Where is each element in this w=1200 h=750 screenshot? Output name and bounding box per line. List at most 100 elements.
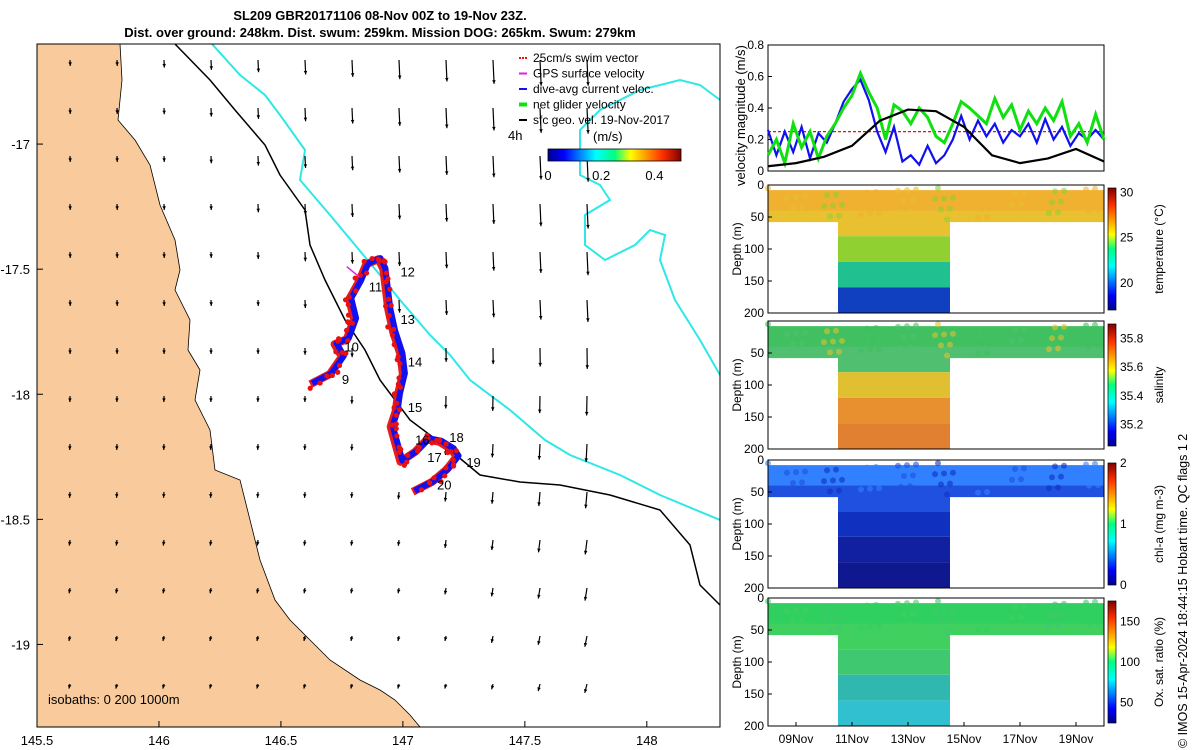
section-texture-dot	[904, 600, 910, 607]
geo-arrow-head	[350, 494, 354, 498]
section-texture-dot	[935, 598, 941, 605]
section-texture-dot	[978, 616, 984, 623]
section-texture-dot	[858, 486, 864, 493]
section-texture-dot	[864, 464, 870, 471]
section-texture-dot	[802, 468, 808, 475]
geo-arrow-head	[256, 398, 260, 402]
geo-arrow-head	[350, 446, 354, 451]
geostrophic-velocity-arrows	[68, 59, 590, 694]
swim-vector-dot	[333, 349, 339, 355]
chart-title: SL209 GBR20171106 08-Nov 00Z to 19-Nov 2…	[233, 8, 527, 23]
geo-arrow-head	[397, 168, 402, 173]
geo-arrow-head	[303, 164, 308, 168]
swim-vector-dot	[437, 437, 443, 444]
section-texture-dot	[947, 480, 953, 487]
geo-arrow-head	[586, 82, 590, 86]
geo-arrow-head	[162, 206, 166, 210]
swim-vector-dot	[345, 319, 351, 325]
geo-arrow-head	[444, 358, 448, 362]
section-texture-dot	[935, 185, 941, 192]
section-ytick-label: 50	[751, 346, 765, 360]
section-texture-dot	[858, 347, 864, 354]
geo-arrow-head	[303, 304, 307, 309]
section-texture-dot	[1052, 601, 1058, 608]
geo-arrow-head	[209, 112, 213, 117]
geo-arrow-head	[537, 594, 541, 599]
swim-vector-dot	[393, 426, 399, 432]
geo-arrow-head	[491, 266, 496, 271]
swim-vector-dot	[391, 391, 398, 397]
section-texture-dot	[1018, 201, 1024, 208]
section-texture-dot	[950, 469, 956, 476]
geo-arrow-head	[256, 302, 260, 306]
section-texture-dot	[944, 352, 950, 359]
section-ytick-label: 50	[751, 485, 765, 499]
section-texture-dot	[870, 335, 876, 342]
day-label: 14	[408, 355, 422, 370]
section-texture-dot	[790, 341, 796, 348]
geo-arrow-head	[256, 350, 260, 354]
section-texture-dot	[867, 210, 873, 217]
geo-arrow-head	[490, 500, 495, 504]
swim-vector-dot	[405, 452, 411, 459]
section-ytick-label: 100	[744, 517, 764, 531]
section-texture-dot	[1061, 323, 1067, 330]
section-texture-dot	[1049, 335, 1055, 342]
section-texture-dot	[941, 470, 947, 477]
section-texture-dot	[839, 201, 845, 208]
geo-arrow-head	[490, 546, 494, 551]
day-label: 12	[400, 265, 414, 280]
geo-arrow-head	[490, 685, 495, 690]
section-texture-dot	[910, 197, 916, 204]
section-texture-dot	[932, 332, 938, 339]
section-texture-dot	[975, 350, 981, 357]
section-texture-dot	[1055, 345, 1061, 352]
section-band	[838, 423, 950, 449]
geo-arrow-head	[68, 62, 72, 66]
section-texture-dot	[1086, 207, 1092, 214]
section-texture-dot	[802, 606, 808, 613]
geo-arrow-head	[115, 494, 119, 498]
section-texture-dot	[978, 203, 984, 210]
section-colorbar	[1107, 600, 1117, 724]
section-texture-dot	[1012, 326, 1018, 333]
geo-arrow-head	[256, 541, 260, 546]
section-texture-dot	[1095, 619, 1101, 626]
section-texture-dot	[839, 476, 845, 483]
section-texture-dot	[1012, 190, 1018, 197]
section-band	[838, 674, 950, 701]
section-texture-dot	[830, 615, 836, 622]
swim-vector-dot	[385, 324, 391, 330]
isobaths-label: isobaths: 0 200 1000m	[48, 692, 180, 707]
geo-arrow-head	[209, 159, 213, 164]
geo-arrow-head	[115, 62, 119, 66]
geo-arrow-head	[586, 318, 590, 322]
colorbar-tick-label: 35.4	[1120, 389, 1144, 403]
geo-arrow-head	[350, 684, 354, 689]
geo-arrow-head	[209, 589, 213, 594]
section-ytick-label: 0	[757, 178, 764, 192]
section-band	[838, 536, 950, 563]
geo-arrow-head	[162, 158, 166, 162]
geo-arrow-head	[209, 398, 213, 402]
swim-vector-dot	[431, 475, 437, 481]
section-texture-dot	[941, 608, 947, 615]
section-texture-dot	[935, 460, 941, 467]
geo-arrow-shaft	[492, 107, 495, 131]
section-ylabel: Depth (m)	[730, 497, 744, 550]
section-texture-dot	[981, 467, 987, 474]
geo-arrow-head	[397, 262, 402, 266]
section-texture-dot	[987, 203, 993, 210]
swim-vector-dot	[387, 286, 393, 292]
geo-arrow-head	[397, 308, 402, 313]
section-texture-dot	[972, 468, 978, 475]
swim-vector-dot	[394, 357, 400, 363]
section-panel: 0 50 100 150 200 Depth (m) 20 25 30 temperature (…	[730, 178, 1166, 320]
section-ytick-label: 150	[744, 549, 764, 563]
section-texture-dot	[1015, 348, 1021, 355]
section-texture-dot	[1015, 212, 1021, 219]
section-texture-dot	[827, 626, 833, 633]
section-colorbar	[1107, 462, 1117, 586]
swim-vector-dot	[382, 259, 388, 265]
section-texture-dot	[1024, 486, 1030, 493]
